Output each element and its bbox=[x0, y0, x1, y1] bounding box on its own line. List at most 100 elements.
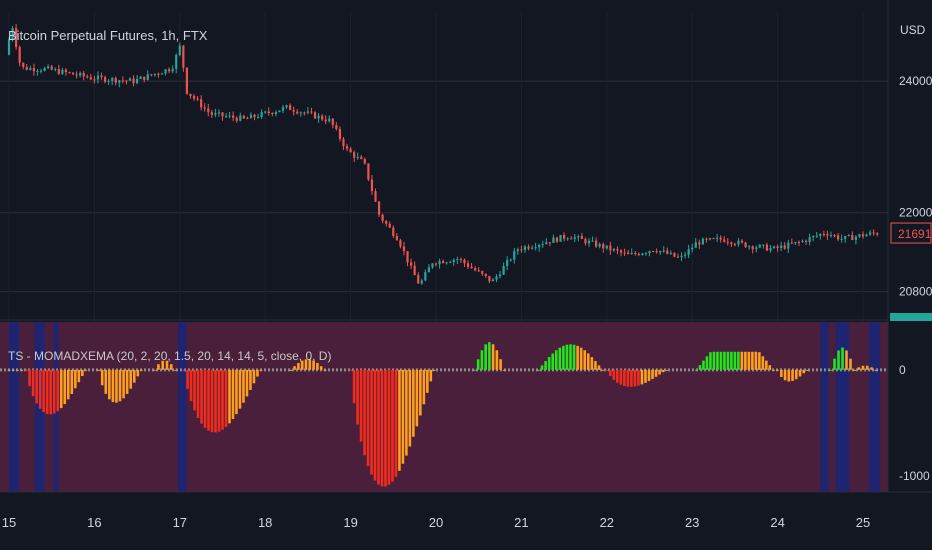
candle-body bbox=[865, 234, 868, 237]
histogram-bar bbox=[35, 369, 38, 404]
candle-body bbox=[71, 72, 75, 75]
histogram-bar bbox=[744, 351, 747, 370]
histogram-bar bbox=[16, 369, 19, 371]
histogram-bar bbox=[238, 369, 242, 409]
candle-body bbox=[370, 179, 374, 192]
histogram-bar bbox=[616, 369, 619, 383]
time-tick-label: 18 bbox=[258, 515, 272, 530]
candle-body bbox=[367, 163, 370, 180]
candle-body bbox=[331, 118, 334, 126]
histogram-bar bbox=[579, 347, 583, 370]
histogram-bar bbox=[24, 369, 28, 371]
candle-body bbox=[111, 78, 114, 81]
candle-body bbox=[64, 69, 68, 73]
indicator-histogram bbox=[7, 342, 878, 487]
candle-body bbox=[577, 236, 580, 238]
histogram-bar bbox=[772, 369, 775, 371]
candle-body bbox=[289, 105, 292, 110]
candle-body bbox=[118, 80, 121, 83]
histogram-bar bbox=[558, 347, 562, 370]
candle-body bbox=[281, 107, 285, 111]
candle-body bbox=[82, 72, 85, 77]
candle-body bbox=[360, 156, 363, 160]
histogram-bar bbox=[224, 369, 228, 427]
candle-body bbox=[794, 241, 797, 244]
histogram-bar bbox=[52, 369, 56, 414]
candle-body bbox=[349, 148, 352, 153]
time-tick-label: 23 bbox=[685, 515, 699, 530]
candle-body bbox=[424, 272, 427, 281]
histogram-bar bbox=[359, 369, 363, 442]
histogram-bar bbox=[597, 365, 601, 370]
candle-body bbox=[260, 112, 263, 118]
candle-body bbox=[488, 275, 491, 282]
candle-body bbox=[79, 72, 82, 76]
histogram-bar bbox=[857, 367, 861, 370]
histogram-bar bbox=[841, 347, 844, 370]
histogram-bar bbox=[408, 369, 412, 447]
candle-body bbox=[96, 75, 100, 80]
candle-body bbox=[812, 235, 815, 238]
candle-body bbox=[43, 68, 46, 71]
candle-body bbox=[210, 112, 213, 115]
indicator-tick-label: 0 bbox=[899, 363, 906, 377]
candle-body bbox=[217, 112, 221, 114]
candle-body bbox=[748, 246, 751, 248]
candle-body bbox=[723, 239, 726, 242]
histogram-bar bbox=[401, 369, 405, 464]
candle-body bbox=[36, 70, 39, 72]
histogram-bar bbox=[380, 369, 384, 487]
histogram-bar bbox=[551, 353, 555, 370]
histogram-bar bbox=[432, 369, 436, 371]
indicator-band bbox=[53, 322, 59, 492]
histogram-bar bbox=[59, 369, 63, 409]
candle-body bbox=[534, 247, 537, 249]
histogram-bar bbox=[633, 369, 637, 387]
candle-body bbox=[239, 115, 242, 121]
candle-body bbox=[136, 78, 139, 84]
histogram-bar bbox=[108, 369, 111, 400]
histogram-bar bbox=[97, 369, 100, 371]
candle-body bbox=[733, 244, 736, 246]
histogram-bar bbox=[228, 369, 231, 424]
histogram-bar bbox=[157, 364, 160, 370]
candle-body bbox=[669, 252, 672, 254]
histogram-bar bbox=[426, 369, 429, 393]
candle-body bbox=[7, 39, 11, 55]
candle-body bbox=[103, 77, 107, 82]
candle-body bbox=[851, 234, 854, 240]
candle-body bbox=[676, 256, 680, 258]
candle-body bbox=[11, 28, 14, 40]
candle-body bbox=[207, 108, 210, 113]
time-tick-label: 22 bbox=[600, 515, 614, 530]
histogram-bar bbox=[554, 350, 558, 370]
histogram-bar bbox=[63, 369, 67, 405]
histogram-bar bbox=[293, 366, 296, 370]
candle-body bbox=[253, 114, 256, 118]
histogram-bar bbox=[366, 369, 370, 467]
histogram-bar bbox=[316, 362, 319, 370]
candle-body bbox=[819, 233, 822, 236]
candle-body bbox=[39, 70, 43, 72]
histogram-bar bbox=[637, 369, 640, 386]
candle-body bbox=[47, 66, 50, 69]
candle-body bbox=[139, 76, 142, 79]
candle-body bbox=[25, 67, 28, 70]
histogram-bar bbox=[651, 369, 654, 380]
histogram-bar bbox=[45, 369, 49, 415]
candle-body bbox=[278, 110, 281, 113]
candle-body bbox=[687, 249, 690, 255]
histogram-bar bbox=[217, 369, 221, 432]
candle-body bbox=[310, 111, 313, 113]
histogram-bar bbox=[612, 369, 616, 380]
candle-body bbox=[541, 244, 544, 246]
candle-body bbox=[93, 79, 96, 81]
candle-body bbox=[264, 111, 267, 113]
histogram-bar bbox=[583, 350, 587, 370]
candle-body bbox=[86, 76, 89, 78]
histogram-bar bbox=[377, 369, 380, 485]
histogram-bar bbox=[665, 369, 668, 371]
candle-body bbox=[776, 246, 779, 248]
candle-body bbox=[612, 248, 616, 251]
histogram-bar bbox=[776, 369, 779, 371]
